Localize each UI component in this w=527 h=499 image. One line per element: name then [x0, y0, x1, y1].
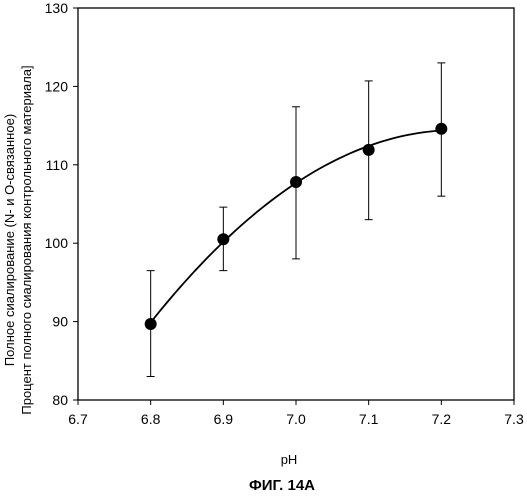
data-point	[435, 123, 447, 135]
x-tick-label: 6.7	[68, 411, 88, 427]
data-point	[145, 318, 157, 330]
y-axis-title-line2: Процент полного сиалирования контрольног…	[19, 65, 34, 414]
y-tick-label: 90	[52, 314, 68, 330]
y-tick-label: 80	[52, 392, 68, 408]
data-point	[217, 233, 229, 245]
y-tick-label: 120	[45, 78, 69, 94]
x-axis-title: pH	[281, 452, 298, 467]
x-tick-label: 7.1	[359, 411, 379, 427]
x-tick-label: 7.3	[504, 411, 524, 427]
x-tick-label: 7.0	[286, 411, 306, 427]
figure-caption: ФИГ. 14A	[249, 477, 315, 494]
data-point	[290, 176, 302, 188]
x-tick-label: 7.2	[432, 411, 452, 427]
y-tick-label: 130	[45, 0, 69, 16]
axis-ticks	[73, 8, 514, 405]
tick-labels: 6.7 6.8 6.9 7.0 7.1 7.2 7.3 80 90 100 110 120 130	[45, 0, 524, 427]
y-tick-label: 100	[45, 235, 69, 251]
error-bars	[147, 63, 446, 377]
y-axis-title-line1: Полное сиалирование (N- и O-связанное)	[2, 114, 17, 366]
x-tick-label: 6.9	[214, 411, 234, 427]
y-tick-label: 110	[46, 157, 69, 173]
data-point	[363, 144, 375, 156]
x-tick-label: 6.8	[141, 411, 161, 427]
